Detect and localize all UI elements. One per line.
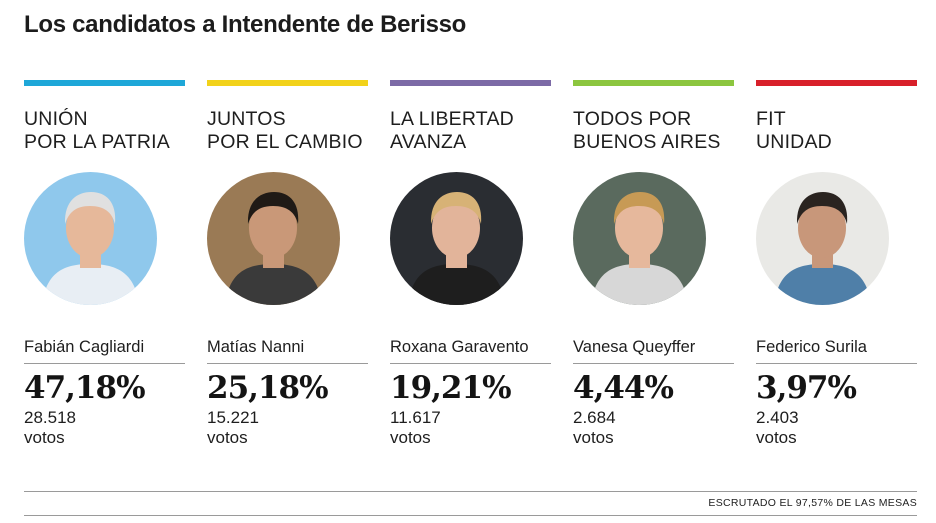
vote-count-number: 2.403 [756,408,799,427]
vote-count-label: votos [24,428,65,447]
party-color-bar [390,80,551,86]
candidate-name: Federico Surila [756,338,917,364]
vote-count: 28.518 votos [24,408,76,448]
candidate-photo [24,172,157,305]
candidate-card: FIT UNIDAD Federico Surila 3,97% 2.403 votos [756,80,917,447]
party-name: UNIÓN POR LA PATRIA [24,108,171,153]
candidate-photo [390,172,523,305]
party-name: LA LIBERTAD AVANZA [390,108,514,153]
party-color-bar [573,80,734,86]
candidate-photo [573,172,706,305]
candidate-photo [756,172,889,305]
footer-note: ESCRUTADO EL 97,57% DE LAS MESAS [708,497,917,509]
vote-percentage: 19,21% [390,370,512,406]
party-color-bar [207,80,368,86]
candidate-photo [207,172,340,305]
vote-count-number: 2.684 [573,408,616,427]
candidate-name: Vanesa Queyffer [573,338,734,364]
candidate-name: Fabián Cagliardi [24,338,185,364]
footer-divider-top [24,491,917,492]
vote-count: 2.403 votos [756,408,799,448]
candidate-card: LA LIBERTAD AVANZA Roxana Garavento 19,21%… [390,80,551,447]
party-color-bar [756,80,917,86]
candidate-card: JUNTOS POR EL CAMBIO Matías Nanni 25,18% 15… [207,80,368,447]
vote-percentage: 3,97% [756,370,857,406]
party-color-bar [24,80,185,86]
vote-percentage: 4,44% [573,370,674,406]
vote-count-number: 15.221 [207,408,259,427]
vote-count: 11.617 votos [390,408,441,448]
candidate-name: Roxana Garavento [390,338,551,364]
vote-percentage: 47,18% [24,370,146,406]
page-title: Los candidatos a Intendente de Berisso [24,11,467,38]
footer-divider-bottom [24,515,917,516]
candidate-name: Matías Nanni [207,338,368,364]
vote-count: 2.684 votos [573,408,616,448]
vote-count-number: 28.518 [24,408,76,427]
candidate-card: TODOS POR BUENOS AIRES Vanesa Queyffer 4,4… [573,80,734,447]
vote-count-label: votos [390,428,431,447]
vote-percentage: 25,18% [207,370,329,406]
vote-count-number: 11.617 [390,408,441,427]
vote-count-label: votos [207,428,248,447]
party-name: TODOS POR BUENOS AIRES [573,108,721,153]
party-name: JUNTOS POR EL CAMBIO [207,108,363,153]
vote-count-label: votos [573,428,614,447]
vote-count: 15.221 votos [207,408,259,448]
candidate-card: UNIÓN POR LA PATRIA Fabián Cagliardi 47,18… [24,80,185,447]
party-name: FIT UNIDAD [756,108,832,153]
vote-count-label: votos [756,428,797,447]
